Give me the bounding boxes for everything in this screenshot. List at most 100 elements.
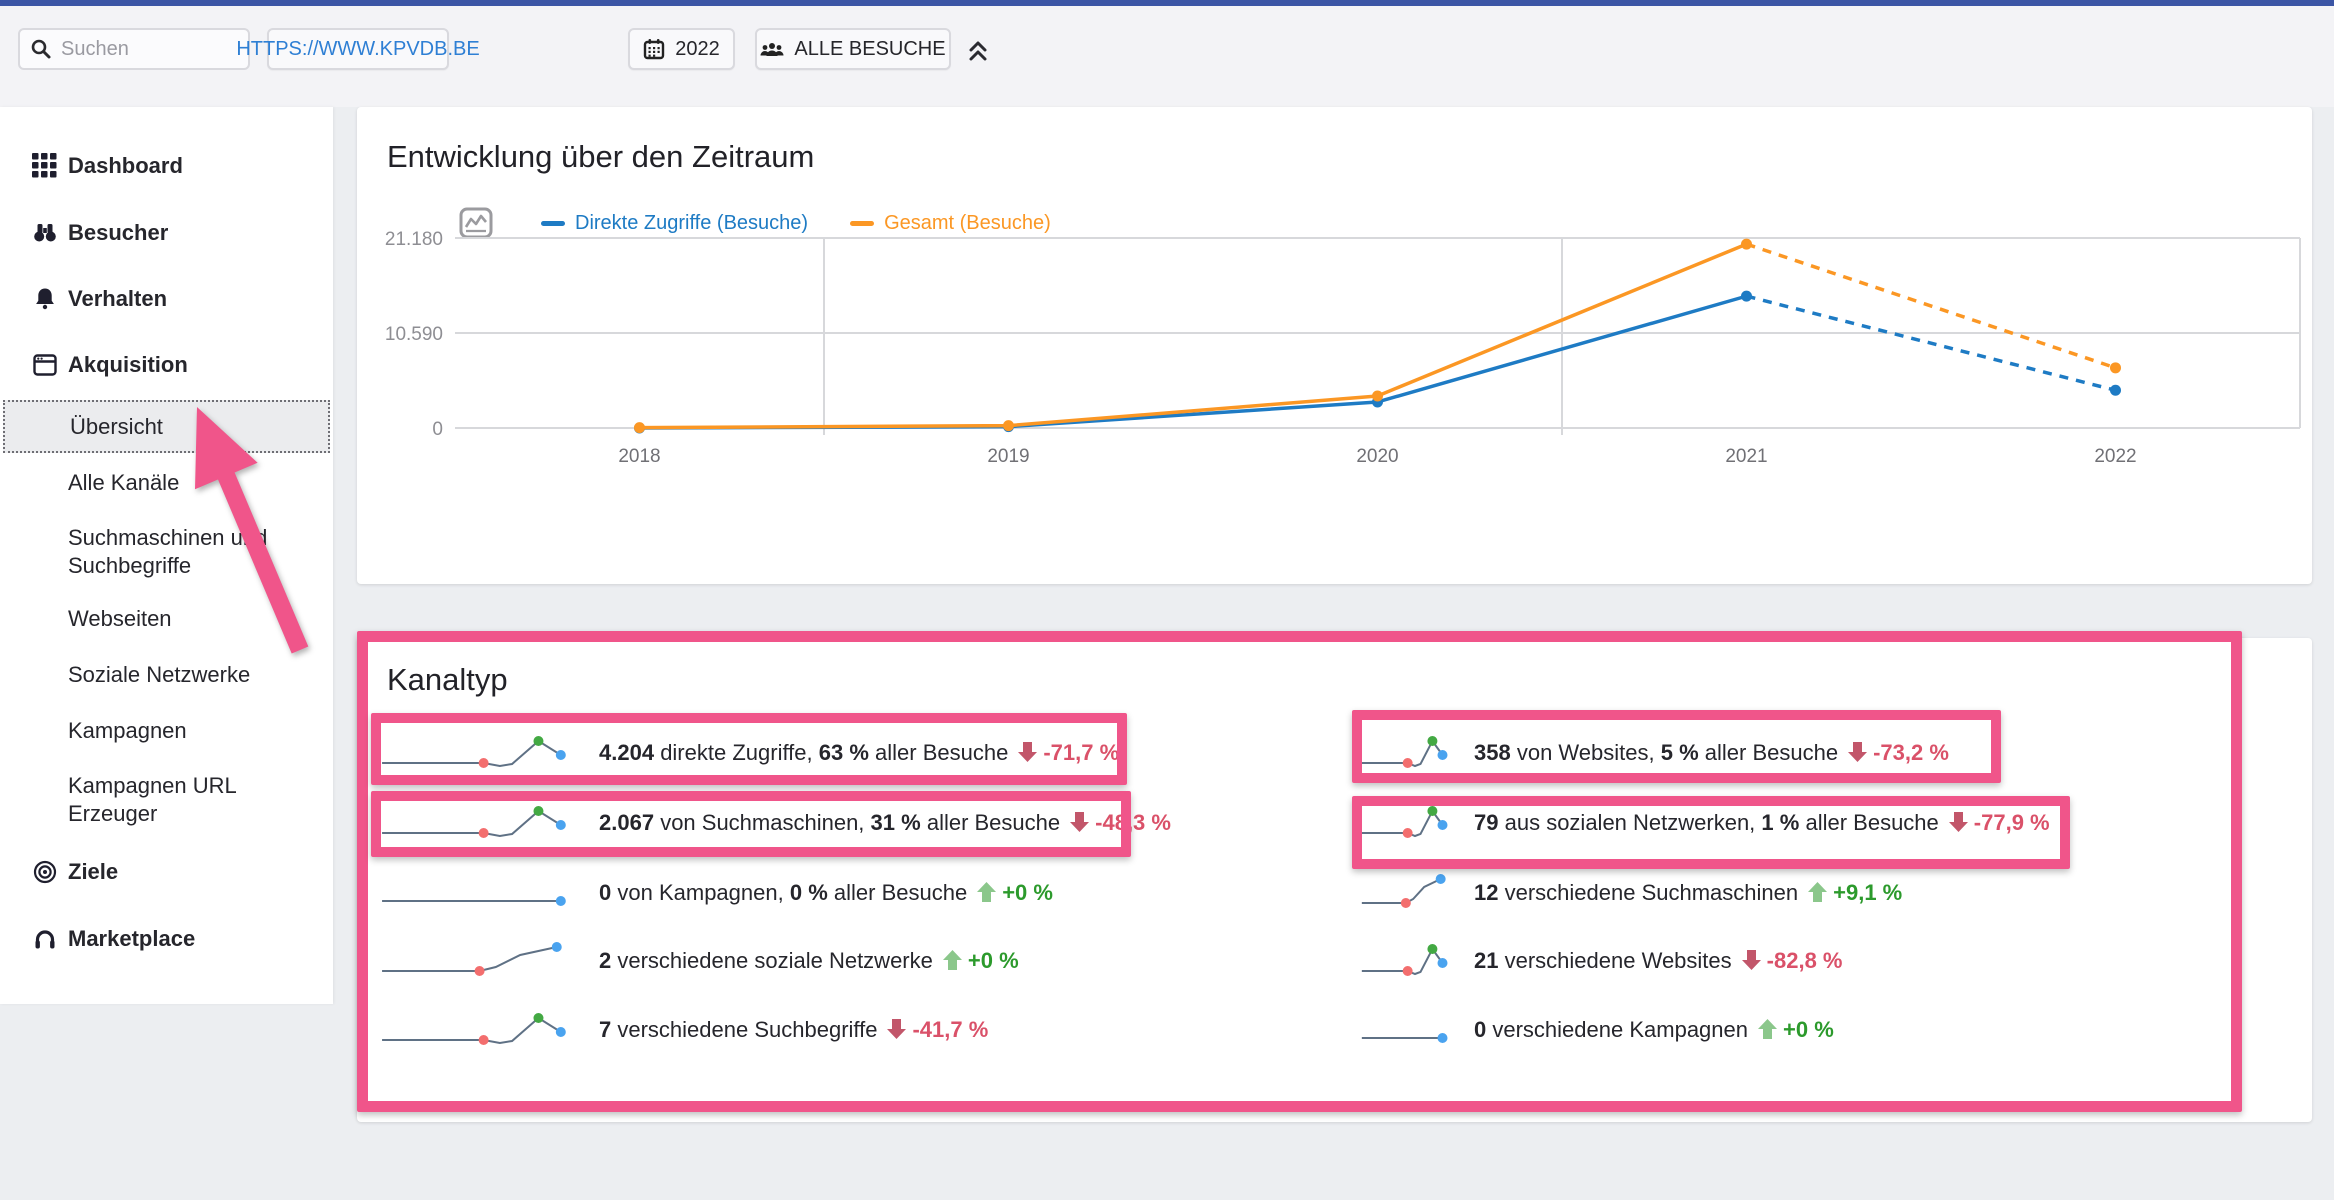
- trend-value: -77,9 %: [1973, 810, 2050, 835]
- metric-value: 12: [1474, 880, 1499, 905]
- sparkline-flat[interactable]: [378, 873, 573, 913]
- metric-share-suffix: aller Besuche: [833, 880, 968, 905]
- trend-down-icon: [1070, 812, 1090, 832]
- sparkline-peak[interactable]: [1360, 941, 1448, 981]
- metric-share: 0 %: [789, 880, 828, 905]
- period-selector-button[interactable]: 2022: [628, 28, 735, 70]
- metric-label: von Kampagnen,: [617, 880, 784, 905]
- kanaltyp-row-text: 358 von Websites, 5 % aller Besuche -73,2…: [1474, 740, 1949, 766]
- kanaltyp-row-text: 2 verschiedene soziale Netzwerke +0 %: [599, 948, 1019, 974]
- evolution-card: Entwicklung über den Zeitraum Direkte Zu…: [357, 107, 2312, 584]
- binoculars-icon: [34, 224, 56, 242]
- metric-share-suffix: aller Besuche: [875, 740, 1009, 765]
- metric-label: verschiedene soziale Netzwerke: [617, 948, 933, 973]
- trend-value: +0 %: [967, 948, 1019, 973]
- metric-value: 2.067: [599, 810, 655, 835]
- chevrons-up-icon: [969, 41, 987, 61]
- svg-text:0: 0: [432, 419, 443, 440]
- sparkline-peak[interactable]: [378, 733, 573, 773]
- metric-share: 31 %: [870, 810, 921, 835]
- metric-label: verschiedene Websites: [1504, 948, 1732, 973]
- metric-share: 63 %: [818, 740, 869, 765]
- sparkline-peak[interactable]: [1360, 733, 1448, 773]
- kanaltyp-row-left-4: 2 verschiedene soziale Netzwerke +0 %: [378, 936, 1019, 986]
- target-icon: [33, 860, 57, 884]
- metric-share-suffix: aller Besuche: [1805, 810, 1939, 835]
- kanaltyp-row-text: 4.204 direkte Zugriffe, 63 % aller Besuc…: [599, 740, 1119, 766]
- dashboard-grid-icon: [32, 153, 57, 178]
- kanaltyp-row-right-5: 0 verschiedene Kampagnen +0 %: [1360, 1005, 1834, 1055]
- metric-label: von Websites,: [1516, 740, 1655, 765]
- trend-value: +0 %: [1783, 1017, 1834, 1042]
- evolution-line-chart: 21.180 10.590 0 2018 2019 2020 2021 2022: [385, 229, 2301, 467]
- trend-value: -71,7 %: [1043, 740, 1120, 765]
- top-bar: HTTPS://WWW.KPVDB.BE 2022 ALLE BESUCHE: [0, 6, 2334, 107]
- sidebar-item-übersicht-selected[interactable]: Übersicht: [3, 400, 330, 453]
- metric-label: aus sozialen Netzwerken,: [1504, 810, 1756, 835]
- trend-value: -48,3 %: [1095, 810, 1171, 835]
- kanaltyp-row-text: 79 aus sozialen Netzwerken, 1 % aller Be…: [1474, 810, 2050, 836]
- metric-value: 21: [1474, 948, 1499, 973]
- svg-text:2018: 2018: [618, 446, 660, 467]
- metric-share-suffix: aller Besuche: [926, 810, 1061, 835]
- metric-share: 1 %: [1761, 810, 1800, 835]
- site-selector-button[interactable]: HTTPS://WWW.KPVDB.BE: [236, 28, 480, 70]
- calendar-icon: [644, 39, 665, 60]
- legend-item-direkte-zugriffe-besuche-[interactable]: Direkte Zugriffe (Besuche): [541, 212, 808, 235]
- kanaltyp-row-left-3: 0 von Kampagnen, 0 % aller Besuche +0 %: [378, 868, 1053, 918]
- users-icon: [760, 43, 784, 56]
- metric-share: 5 %: [1660, 740, 1699, 765]
- metric-value: 4.204: [599, 740, 655, 765]
- trend-value: -73,2 %: [1873, 740, 1949, 765]
- trend-down-icon: [1741, 950, 1761, 970]
- kanaltyp-row-right-3: 12 verschiedene Suchmaschinen +9,1 %: [1360, 868, 1902, 918]
- search-box[interactable]: [18, 28, 250, 70]
- top-accent-bar: [0, 0, 2334, 6]
- metric-share-suffix: aller Besuche: [1704, 740, 1839, 765]
- search-icon: [31, 39, 51, 59]
- segment-selector-button[interactable]: ALLE BESUCHE: [755, 28, 951, 70]
- trend-value: +0 %: [1002, 880, 1053, 905]
- period-label: 2022: [675, 37, 720, 60]
- kanaltyp-row-left-2: 2.067 von Suchmaschinen, 31 % aller Besu…: [378, 798, 1171, 848]
- metric-label: verschiedene Kampagnen: [1492, 1017, 1748, 1042]
- trend-up-icon: [942, 950, 962, 970]
- kanaltyp-row-text: 12 verschiedene Suchmaschinen +9,1 %: [1474, 880, 1902, 906]
- sparkline-peak[interactable]: [378, 1010, 573, 1050]
- collapse-header-button[interactable]: [963, 36, 993, 66]
- metric-value: 79: [1474, 810, 1499, 835]
- metric-value: 7: [599, 1017, 612, 1042]
- sparkline-rise[interactable]: [1360, 873, 1448, 913]
- sparkline-rise[interactable]: [378, 941, 573, 981]
- kanaltyp-row-left-5: 7 verschiedene Suchbegriffe -41,7 %: [378, 1005, 988, 1055]
- trend-up-icon: [1808, 882, 1828, 902]
- sparkline-peak[interactable]: [378, 803, 573, 843]
- chart-legend: Direkte Zugriffe (Besuche) Gesamt (Besuch…: [459, 207, 1051, 239]
- metric-value: 0: [1474, 1017, 1487, 1042]
- kanaltyp-card: Kanaltyp 4.204 direkte Zugriffe, 63 % al…: [357, 638, 2312, 1122]
- sparkline-peak[interactable]: [1360, 803, 1448, 843]
- browser-window-icon: [33, 354, 57, 376]
- sparkline-flat[interactable]: [1360, 1010, 1448, 1050]
- trend-value: -41,7 %: [912, 1017, 989, 1042]
- bell-icon: [36, 288, 54, 310]
- trend-down-icon: [1848, 742, 1868, 762]
- metric-label: verschiedene Suchmaschinen: [1504, 880, 1799, 905]
- trend-down-icon: [1948, 812, 1968, 832]
- trend-down-icon: [1018, 742, 1038, 762]
- trend-value: +9,1 %: [1833, 880, 1903, 905]
- metric-label: von Suchmaschinen,: [660, 810, 865, 835]
- svg-text:2020: 2020: [1356, 446, 1398, 467]
- legend-item-gesamt-besuche-[interactable]: Gesamt (Besuche): [850, 212, 1051, 235]
- kanaltyp-row-text: 21 verschiedene Websites -82,8 %: [1474, 948, 1842, 974]
- trend-up-icon: [1758, 1019, 1777, 1039]
- kanaltyp-row-right-1: 358 von Websites, 5 % aller Besuche -73,2…: [1360, 728, 1949, 778]
- svg-text:2022: 2022: [2094, 446, 2136, 467]
- search-input[interactable]: [61, 37, 221, 61]
- evolution-card-title: Entwicklung über den Zeitraum: [387, 139, 815, 174]
- kanaltyp-row-text: 0 von Kampagnen, 0 % aller Besuche +0 %: [599, 880, 1053, 906]
- metric-label: verschiedene Suchbegriffe: [617, 1017, 878, 1042]
- segment-label: ALLE BESUCHE: [794, 37, 946, 60]
- trend-down-icon: [887, 1019, 907, 1039]
- svg-text:2021: 2021: [1725, 446, 1767, 467]
